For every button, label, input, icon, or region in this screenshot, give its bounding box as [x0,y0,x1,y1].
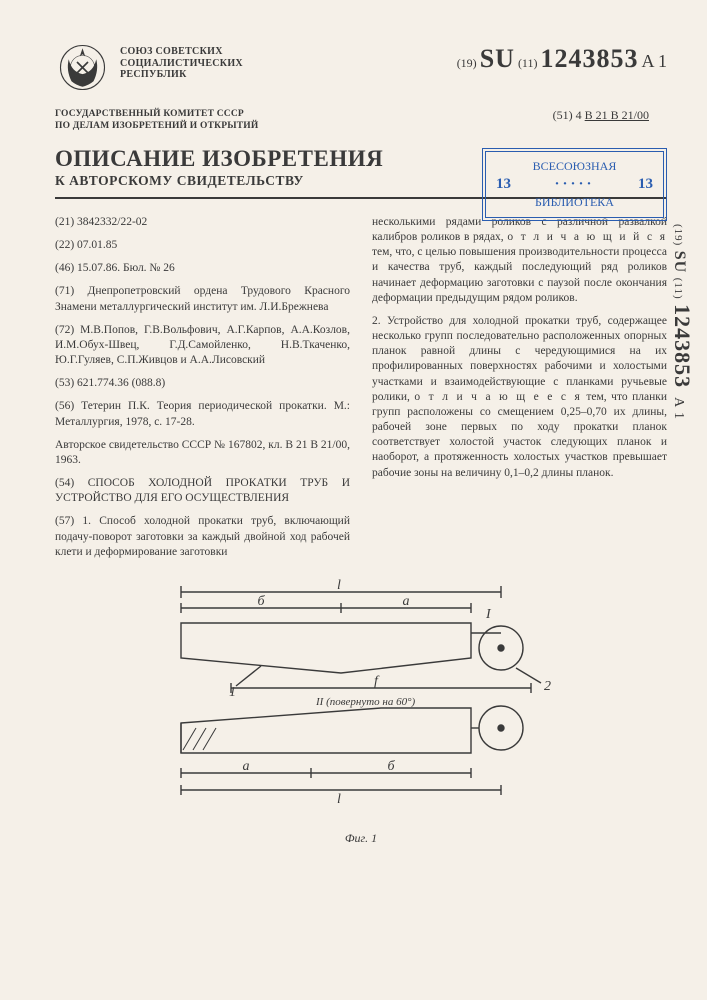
svg-text:2: 2 [544,679,551,694]
country-code: SU [480,44,515,73]
stamp-top: ВСЕСОЮЗНАЯ [496,158,653,174]
side-su: SU [671,251,688,273]
abs-p2-b: тем, что планки групп расположены со сме… [372,391,667,479]
svg-text:l: l [337,792,341,807]
right-column: несколькими рядами роликов с различной р… [372,215,667,568]
side-kind: A 1 [671,397,686,420]
field-56b: Авторское свидетельство СССР № 167802, к… [55,438,350,468]
abs-p1-b: тем, что, с целью повышения производител… [372,246,667,304]
ipc-code: B 21 B 21/00 [585,108,649,122]
figure-caption: Фиг. 1 [55,831,667,846]
figure-1: l б a I 1 2 f II (повернуто на 60°) a б … [55,578,667,846]
union-label: СОЮЗ СОВЕТСКИХ СОЦИАЛИСТИЧЕСКИХ РЕСПУБЛИ… [120,46,243,81]
svg-text:f: f [374,674,380,689]
svg-text:a: a [243,759,250,774]
abstract-p2: 2. Устройство для холодной прокатки труб… [372,314,667,481]
abstract-p1: несколькими рядами роликов с различной р… [372,215,667,306]
kind-code: A 1 [641,51,667,71]
field-72: (72) М.В.Попов, Г.В.Вольфович, А.Г.Карпо… [55,323,350,369]
abs-p1-spaced: о т л и ч а ю щ и й с я [507,231,667,243]
field-53: (53) 621.774.36 (088.8) [55,376,350,391]
abs-p2-spaced: о т л и ч а ю щ е е с я [414,391,581,403]
field-57-start: (57) 1. Способ холодной прокатки труб, в… [55,514,350,560]
publication-id: (19) SU (11) 1243853 A 1 [457,40,667,74]
ipc-prefix: (51) 4 [553,108,582,122]
header-row: СОЮЗ СОВЕТСКИХ СОЦИАЛИСТИЧЕСКИХ РЕСПУБЛИ… [55,40,667,95]
side-doc-prefix: (11) [672,278,684,300]
body-columns: (21) 3842332/22-02 (22) 07.01.85 (46) 15… [55,215,667,568]
country-code-prefix: (19) [457,56,477,70]
svg-text:б: б [387,759,395,774]
abs-p2-a: 2. Устройство для холодной прокатки труб… [372,315,667,403]
field-21: (21) 3842332/22-02 [55,215,350,230]
svg-text:б: б [257,594,265,609]
svg-text:a: a [403,594,410,609]
doc-number: 1243853 [540,44,638,73]
stamp-right: 13 [638,174,653,194]
side-su-prefix: (19) [672,224,684,246]
stamp-bottom: БИБЛИОТЕКА [496,194,653,210]
ussr-emblem-icon [55,40,110,95]
field-46: (46) 15.07.86. Бюл. № 26 [55,261,350,276]
svg-text:l: l [337,578,341,593]
side-doc-num: 1243853 [670,304,695,388]
field-56a: (56) Тетерин П.К. Теория периодической п… [55,399,350,429]
field-54: (54) СПОСОБ ХОЛОДНОЙ ПРОКАТКИ ТРУБ И УСТ… [55,476,350,506]
doc-num-prefix: (11) [518,56,538,70]
library-stamp: ВСЕСОЮЗНАЯ 13 ····· 13 БИБЛИОТЕКА [482,148,667,221]
svg-text:II (повернуто на 60°): II (повернуто на 60°) [315,696,416,708]
ipc-class: (51) 4 B 21 B 21/00 [553,108,649,123]
svg-text:1: 1 [229,685,236,700]
side-publication-id: (19) SU (11) 1243853 A 1 [669,224,695,420]
svg-text:I: I [485,607,492,622]
field-22: (22) 07.01.85 [55,238,350,253]
stamp-left: 13 [496,174,511,194]
patent-page: СОЮЗ СОВЕТСКИХ СОЦИАЛИСТИЧЕСКИХ РЕСПУБЛИ… [0,0,707,1000]
field-71: (71) Днепропетровский ордена Трудового К… [55,284,350,314]
left-column: (21) 3842332/22-02 (22) 07.01.85 (46) 15… [55,215,350,568]
